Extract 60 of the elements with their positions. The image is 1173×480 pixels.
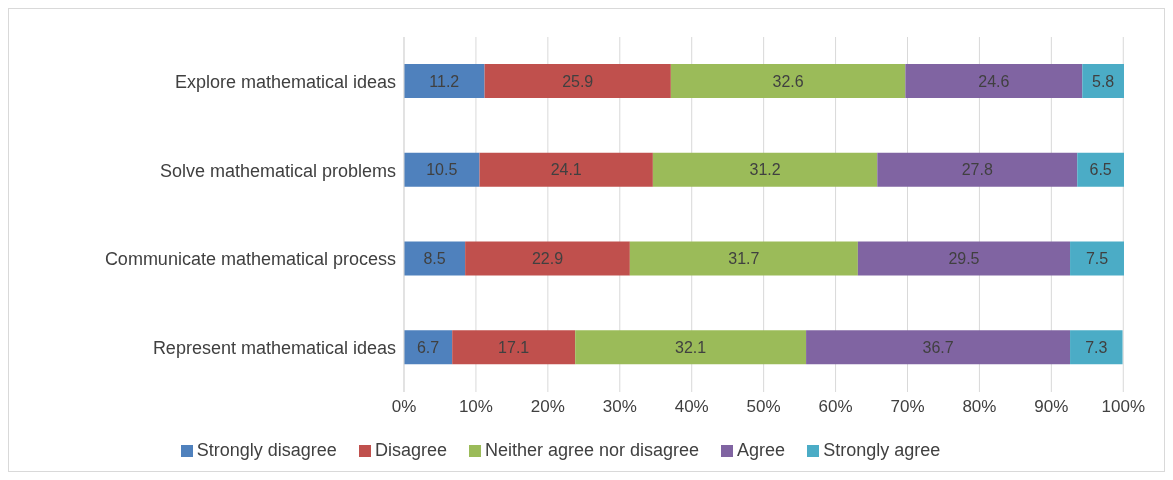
- bar: [575, 330, 807, 365]
- data-label: 7.5: [1085, 250, 1109, 268]
- x-tick-label: 80%: [962, 397, 997, 417]
- x-tick-label: 70%: [890, 397, 925, 417]
- y-tick-label: Represent mathematical ideas: [152, 338, 396, 359]
- x-tick-label: 20%: [530, 397, 565, 417]
- bar: [905, 64, 1083, 98]
- bar: [1077, 152, 1124, 187]
- data-label: 32.1: [675, 338, 707, 356]
- data-label: 10.5: [426, 161, 458, 179]
- bar: [452, 330, 576, 365]
- data-label: 11.2: [429, 72, 460, 90]
- data-label: 6.5: [1089, 161, 1112, 179]
- data-label: 6.7: [416, 338, 440, 356]
- x-tick-label: 60%: [818, 397, 853, 417]
- legend-label: Strongly disagree: [196, 440, 337, 460]
- data-label: 36.7: [922, 338, 954, 356]
- bar: [877, 152, 1078, 187]
- data-label: 5.8: [1092, 72, 1115, 90]
- y-tick-label: Solve mathematical problems: [159, 160, 396, 181]
- x-tick-label: 90%: [1034, 397, 1069, 417]
- x-tick-label: 50%: [746, 397, 781, 417]
- y-tick-label: Explore mathematical ideas: [174, 71, 396, 92]
- bar: [404, 241, 466, 276]
- data-label: 22.9: [531, 250, 564, 268]
- bar: [652, 152, 878, 187]
- legend-label: Neither agree nor disagree: [484, 440, 700, 460]
- x-tick-label: 0%: [391, 397, 417, 417]
- data-label: 27.8: [961, 161, 993, 179]
- bar: [484, 64, 671, 98]
- data-label: 32.6: [772, 72, 804, 90]
- legend-label: Disagree: [374, 440, 447, 460]
- data-label: 8.5: [423, 250, 446, 268]
- data-label: 29.5: [948, 250, 980, 268]
- data-label: 25.9: [562, 72, 594, 90]
- bar: [404, 152, 480, 187]
- bar: [629, 241, 858, 276]
- legend-label: Strongly agree: [823, 440, 941, 460]
- bar: [1082, 64, 1124, 98]
- data-label: 7.3: [1085, 338, 1108, 356]
- legend-label: Agree: [737, 440, 786, 460]
- x-tick-label: 30%: [602, 397, 637, 417]
- bar: [465, 241, 630, 276]
- x-tick-label: 10%: [458, 397, 493, 417]
- x-tick-label: 40%: [674, 397, 709, 417]
- x-tick-label: 100%: [1101, 397, 1146, 417]
- data-label: 31.2: [749, 161, 781, 179]
- bar: [806, 330, 1071, 365]
- bar: [479, 152, 653, 187]
- bar: [1070, 241, 1124, 276]
- bar: [404, 330, 453, 365]
- bar: [857, 241, 1071, 276]
- data-label: 17.1: [498, 338, 530, 356]
- data-label: 24.1: [550, 161, 582, 179]
- bar: [404, 64, 485, 98]
- bar: [1070, 330, 1123, 365]
- data-label: 24.6: [978, 72, 1010, 90]
- y-tick-label: Communicate mathematical process: [104, 249, 396, 270]
- bar: [670, 64, 906, 98]
- data-label: 31.7: [728, 250, 760, 268]
